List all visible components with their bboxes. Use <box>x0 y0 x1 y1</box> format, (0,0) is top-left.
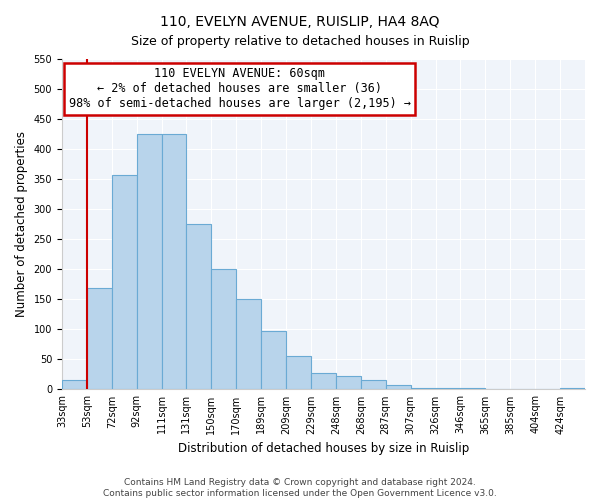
Bar <box>560 388 585 390</box>
Bar <box>386 384 410 390</box>
Text: Contains HM Land Registry data © Crown copyright and database right 2024.
Contai: Contains HM Land Registry data © Crown c… <box>103 478 497 498</box>
Text: 110 EVELYN AVENUE: 60sqm
← 2% of detached houses are smaller (36)
98% of semi-de: 110 EVELYN AVENUE: 60sqm ← 2% of detache… <box>69 68 411 110</box>
Bar <box>62 380 87 390</box>
Bar <box>112 175 137 390</box>
Bar <box>87 288 112 390</box>
Y-axis label: Number of detached properties: Number of detached properties <box>15 131 28 317</box>
Bar <box>460 388 485 390</box>
Bar <box>286 356 311 390</box>
Bar <box>361 380 386 390</box>
Bar <box>410 388 436 390</box>
Bar <box>211 270 236 390</box>
Bar <box>161 134 187 390</box>
Bar <box>137 134 161 390</box>
Text: Size of property relative to detached houses in Ruislip: Size of property relative to detached ho… <box>131 35 469 48</box>
X-axis label: Distribution of detached houses by size in Ruislip: Distribution of detached houses by size … <box>178 442 469 455</box>
Bar <box>336 376 361 390</box>
Bar <box>261 331 286 390</box>
Bar <box>187 224 211 390</box>
Text: 110, EVELYN AVENUE, RUISLIP, HA4 8AQ: 110, EVELYN AVENUE, RUISLIP, HA4 8AQ <box>160 15 440 29</box>
Bar <box>236 300 261 390</box>
Bar <box>311 372 336 390</box>
Bar <box>436 388 460 390</box>
